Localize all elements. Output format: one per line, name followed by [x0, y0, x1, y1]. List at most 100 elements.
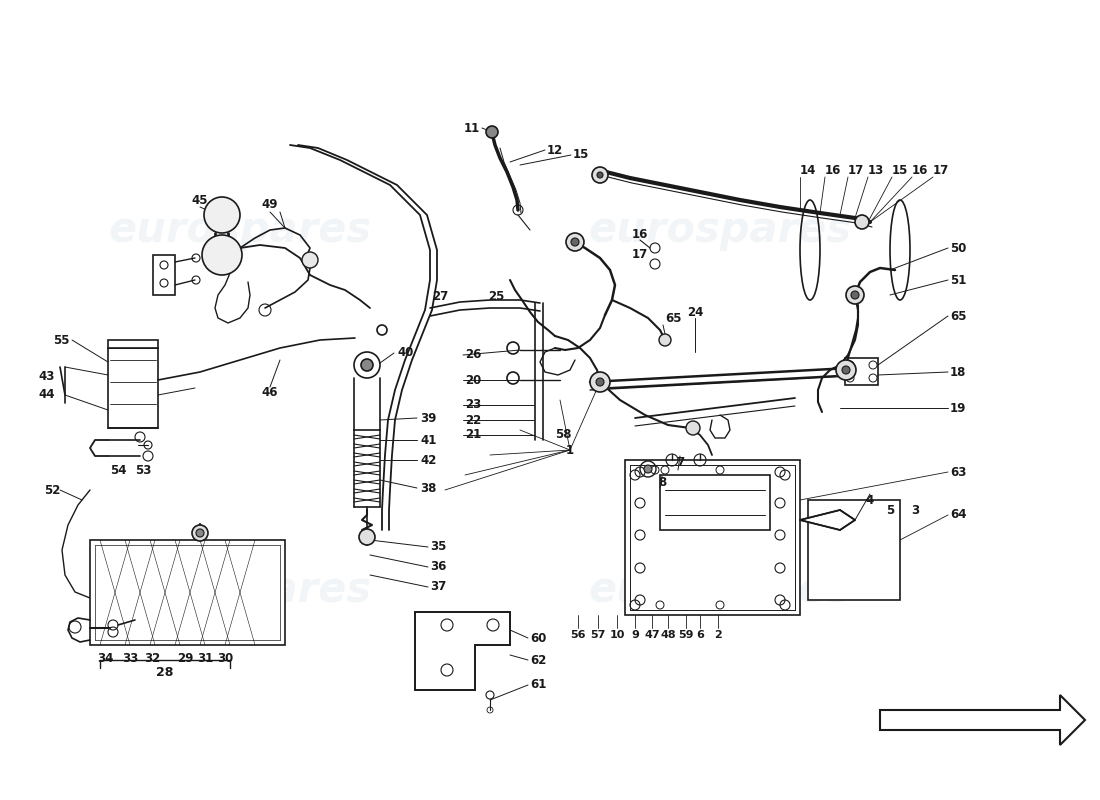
Circle shape: [359, 529, 375, 545]
Text: 46: 46: [262, 386, 278, 399]
Text: eurospares: eurospares: [588, 209, 851, 251]
Text: 45: 45: [191, 194, 208, 206]
Text: 34: 34: [97, 651, 113, 665]
Circle shape: [836, 360, 856, 380]
Circle shape: [486, 126, 498, 138]
Text: 30: 30: [217, 651, 233, 665]
Text: 33: 33: [122, 651, 139, 665]
Text: 11: 11: [464, 122, 480, 134]
Circle shape: [686, 421, 700, 435]
Text: 59: 59: [679, 630, 694, 640]
Text: 21: 21: [465, 429, 482, 442]
Text: 5: 5: [886, 503, 894, 517]
Text: 7: 7: [675, 455, 684, 469]
Circle shape: [361, 359, 373, 371]
Polygon shape: [880, 695, 1085, 745]
Text: 63: 63: [950, 466, 967, 478]
Text: 17: 17: [933, 163, 949, 177]
Text: 12: 12: [547, 143, 563, 157]
Text: 13: 13: [868, 163, 884, 177]
Circle shape: [202, 235, 242, 275]
Text: 17: 17: [848, 163, 865, 177]
Text: 15: 15: [892, 163, 909, 177]
Text: 32: 32: [144, 651, 161, 665]
Circle shape: [846, 286, 864, 304]
Text: 42: 42: [420, 454, 437, 466]
Text: 18: 18: [950, 366, 967, 378]
Circle shape: [590, 372, 610, 392]
Polygon shape: [660, 475, 770, 530]
Circle shape: [644, 465, 652, 473]
Text: 16: 16: [825, 163, 842, 177]
Circle shape: [659, 334, 671, 346]
Text: 65: 65: [950, 310, 967, 322]
Text: 64: 64: [950, 509, 967, 522]
Circle shape: [192, 525, 208, 541]
Text: 48: 48: [660, 630, 675, 640]
Text: 24: 24: [686, 306, 703, 318]
Polygon shape: [625, 460, 800, 615]
Text: 55: 55: [54, 334, 70, 346]
Text: 1: 1: [565, 443, 574, 457]
Text: 3: 3: [911, 503, 920, 517]
Text: 25: 25: [488, 290, 505, 302]
Text: 27: 27: [432, 290, 449, 302]
Text: 4: 4: [866, 494, 874, 506]
Text: 23: 23: [465, 398, 482, 411]
Circle shape: [842, 366, 850, 374]
Text: 6: 6: [696, 630, 704, 640]
Circle shape: [566, 233, 584, 251]
Text: 54: 54: [110, 463, 126, 477]
Text: 26: 26: [465, 349, 482, 362]
Text: 14: 14: [800, 163, 816, 177]
Text: 38: 38: [420, 482, 437, 494]
Text: 2: 2: [714, 630, 722, 640]
Text: 44: 44: [39, 389, 55, 402]
Text: 53: 53: [135, 463, 151, 477]
Text: 9: 9: [631, 630, 639, 640]
Text: 36: 36: [430, 561, 447, 574]
Text: 47: 47: [645, 630, 660, 640]
Text: 49: 49: [262, 198, 278, 211]
Text: 8: 8: [658, 475, 667, 489]
Polygon shape: [153, 255, 175, 295]
Text: 62: 62: [530, 654, 547, 666]
Polygon shape: [845, 358, 878, 385]
Polygon shape: [90, 540, 285, 645]
Text: 43: 43: [39, 370, 55, 383]
Text: 16: 16: [631, 229, 648, 242]
Text: 22: 22: [465, 414, 482, 426]
Text: 20: 20: [465, 374, 482, 386]
Circle shape: [596, 378, 604, 386]
Text: 15: 15: [573, 149, 590, 162]
Text: 29: 29: [177, 651, 194, 665]
Text: 17: 17: [631, 249, 648, 262]
Text: 58: 58: [556, 429, 572, 442]
Text: 60: 60: [530, 631, 547, 645]
Text: 41: 41: [420, 434, 437, 446]
Text: 61: 61: [530, 678, 547, 691]
Text: 19: 19: [950, 402, 967, 414]
Circle shape: [302, 252, 318, 268]
Text: 51: 51: [950, 274, 967, 286]
Text: 65: 65: [666, 311, 682, 325]
Text: 10: 10: [609, 630, 625, 640]
Circle shape: [851, 291, 859, 299]
Text: 40: 40: [397, 346, 414, 359]
Text: 16: 16: [912, 163, 928, 177]
Text: 35: 35: [430, 541, 447, 554]
Text: 39: 39: [420, 411, 437, 425]
Text: eurospares: eurospares: [109, 209, 372, 251]
Circle shape: [855, 215, 869, 229]
Text: 52: 52: [44, 483, 60, 497]
Polygon shape: [108, 340, 158, 348]
Polygon shape: [800, 510, 855, 530]
Circle shape: [204, 197, 240, 233]
Circle shape: [196, 529, 204, 537]
Text: eurospares: eurospares: [588, 569, 851, 611]
Circle shape: [571, 238, 579, 246]
Polygon shape: [808, 500, 900, 600]
Text: 56: 56: [570, 630, 585, 640]
Polygon shape: [415, 612, 510, 690]
Polygon shape: [108, 348, 158, 428]
